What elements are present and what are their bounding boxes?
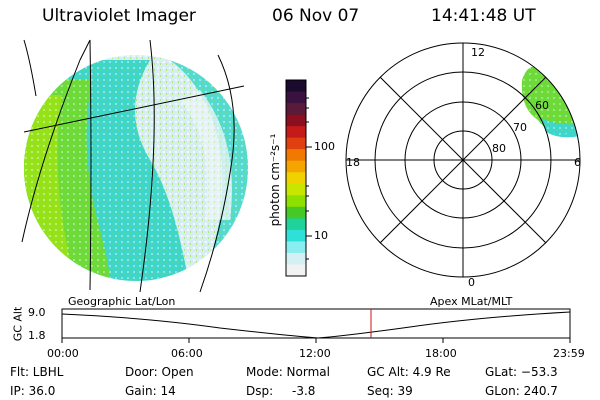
x-tick-1200: 12:00 bbox=[299, 347, 331, 360]
dsp-label: Dsp: bbox=[246, 384, 274, 398]
color-bar-frame bbox=[285, 79, 307, 277]
color-bar-tick-10: 10 bbox=[314, 229, 328, 242]
instrument-title: Ultraviolet Imager bbox=[42, 6, 196, 26]
color-bar-segment bbox=[286, 126, 306, 139]
y-tick-1-8: 1.8 bbox=[28, 329, 46, 342]
geographic-label: Geographic Lat/Lon bbox=[68, 295, 176, 308]
gc-alt-axis-title: GC Alt bbox=[11, 306, 25, 342]
color-bar-segment bbox=[286, 229, 306, 242]
seq-info: Seq: 39 bbox=[367, 384, 413, 398]
mlt-label-0: 0 bbox=[468, 276, 475, 289]
color-bar-segment bbox=[286, 241, 306, 254]
color-bar-segment bbox=[286, 103, 306, 116]
color-bar-segment bbox=[286, 195, 306, 208]
color-bar-segment bbox=[286, 149, 306, 162]
color-bar-segment bbox=[286, 80, 306, 93]
glat-info: GLat: −53.3 bbox=[485, 365, 558, 379]
ip-info: IP: 36.0 bbox=[10, 384, 56, 398]
color-bar-segment bbox=[286, 252, 306, 265]
x-tick-1800: 18:00 bbox=[425, 347, 457, 360]
x-tick-2359: 23:59 bbox=[553, 347, 585, 360]
color-bar-segment bbox=[286, 160, 306, 173]
gc-alt-info: GC Alt: 4.9 Re bbox=[367, 365, 451, 379]
color-bar-segment bbox=[286, 137, 306, 150]
color-bar-segment bbox=[286, 114, 306, 127]
color-bar-segment bbox=[286, 218, 306, 231]
mlat-label-70: 70 bbox=[513, 121, 527, 134]
color-bar-segment bbox=[286, 206, 306, 219]
door-info: Door: Open bbox=[125, 365, 194, 379]
altitude-timeline bbox=[61, 308, 571, 343]
color-bar-tick-100: 100 bbox=[314, 140, 335, 153]
y-tick-9: 9.0 bbox=[28, 306, 46, 319]
mlat-label-80: 80 bbox=[492, 142, 506, 155]
polar-mlat-plot bbox=[345, 42, 581, 278]
dsp-value: -3.8 bbox=[292, 384, 316, 398]
mlat-label-60: 60 bbox=[535, 99, 549, 112]
apex-label: Apex MLat/MLT bbox=[430, 295, 513, 308]
date-label: 06 Nov 07 bbox=[272, 6, 360, 26]
color-bar bbox=[286, 80, 306, 277]
geo-grid-lines bbox=[21, 39, 245, 293]
color-bar-segment bbox=[286, 91, 306, 104]
color-bar-unit-label: photon cm⁻²s⁻¹ bbox=[268, 133, 282, 227]
filter-info: Flt: LBHL bbox=[10, 365, 64, 379]
x-tick-0000: 00:00 bbox=[47, 347, 79, 360]
gain-info: Gain: 14 bbox=[125, 384, 176, 398]
time-label: 14:41:48 UT bbox=[431, 6, 536, 26]
uv-globe-image bbox=[21, 39, 248, 293]
glon-info: GLon: 240.7 bbox=[485, 384, 558, 398]
mlt-label-18: 18 bbox=[346, 156, 360, 169]
mlt-label-6: 6 bbox=[574, 156, 581, 169]
color-bar-segment bbox=[286, 264, 306, 277]
mode-info: Mode: Normal bbox=[246, 365, 330, 379]
color-bar-segment bbox=[286, 183, 306, 196]
color-bar-segment bbox=[286, 172, 306, 185]
mlt-label-12: 12 bbox=[471, 46, 485, 59]
x-tick-0600: 06:00 bbox=[171, 347, 203, 360]
